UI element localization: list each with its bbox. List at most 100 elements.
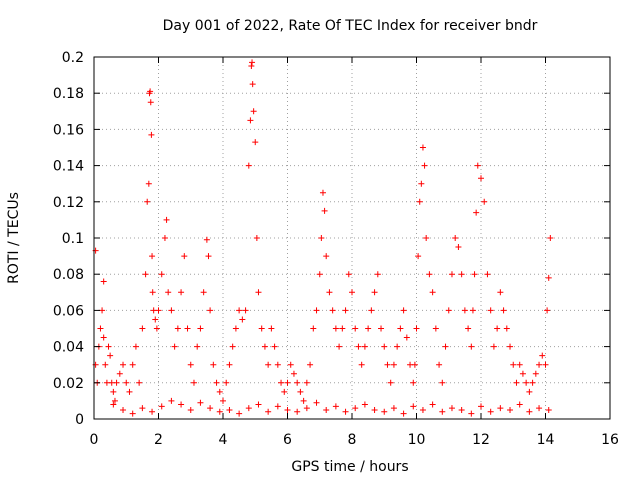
data-point [452,235,459,241]
data-point [105,343,112,350]
data-point [503,325,510,332]
data-point [226,361,233,368]
data-point [474,162,481,169]
data-point [158,403,165,410]
data-point [471,271,478,278]
data-point [236,410,243,417]
y-tick-label: 0.2 [62,50,84,66]
data-point [155,307,162,314]
data-point [248,63,255,70]
data-point [120,361,127,368]
data-point [510,361,517,368]
data-point [99,307,106,314]
data-point [255,401,262,408]
data-point [220,397,226,404]
data-point [303,379,310,386]
data-points [92,59,554,417]
data-point [500,307,507,314]
data-point [284,406,291,413]
data-point [142,271,149,278]
data-point [132,343,139,350]
data-point [497,289,504,296]
data-point [310,325,317,332]
data-point [258,325,265,332]
data-point [247,117,254,124]
data-point [226,406,233,413]
data-point [168,397,175,404]
data-point [163,216,170,223]
data-point [332,325,339,332]
data-point [473,209,480,216]
data-point [255,289,262,296]
data-point [345,271,352,278]
data-point [242,307,249,314]
data-point [415,253,422,260]
data-point [323,406,330,413]
data-point [497,405,504,412]
data-point [513,379,520,386]
data-point [544,307,551,314]
data-point [526,408,533,415]
data-point [261,343,268,350]
chart-title: Day 001 of 2022, Rate Of TEC Index for r… [163,18,538,34]
data-point [487,408,494,415]
data-point [469,307,476,314]
data-point [336,343,343,350]
data-point [326,289,333,296]
data-point [303,405,310,412]
data-point [481,198,488,205]
data-point [490,343,497,350]
data-point [419,144,426,151]
x-tick-label: 16 [601,432,619,448]
data-point [507,343,514,350]
data-point [123,379,130,386]
data-point [429,401,436,408]
data-point [507,406,514,413]
data-point [387,379,394,386]
data-point [252,139,259,146]
data-point [145,180,152,187]
data-point [519,370,526,377]
data-point [545,406,552,413]
data-point [100,334,107,341]
data-point [144,198,151,205]
data-point [374,271,381,278]
ticks: 0 2 4 6 8 10 12 14 16 0 0.02 0.04 0.06 0.08 0.1 0.12 0.1… [53,50,619,448]
data-point [205,253,212,260]
data-point [516,361,523,368]
data-point [210,361,217,368]
data-point [378,325,385,332]
data-point [494,325,501,332]
data-point [153,325,160,332]
data-point [323,253,330,260]
data-point [371,406,378,413]
data-point [274,403,281,410]
data-point [423,235,430,241]
data-point [245,162,252,169]
data-point [113,379,120,386]
x-tick-label: 0 [90,432,99,448]
data-point [455,244,462,251]
data-point [418,180,425,187]
data-point [545,274,552,281]
data-point [100,278,107,285]
data-point [439,408,446,415]
data-point [321,207,328,214]
y-axis-label: ROTI / TECUs [6,192,22,284]
data-point [458,271,465,278]
data-point [152,316,159,323]
data-point [149,253,156,260]
data-point [542,361,549,368]
data-point [126,388,133,395]
data-point [442,343,449,350]
data-point [361,401,368,408]
data-point [384,361,391,368]
data-point [421,162,428,169]
data-point [342,307,349,314]
data-point [229,343,236,350]
data-point [368,307,375,314]
data-point [532,370,539,377]
data-point [297,388,304,395]
